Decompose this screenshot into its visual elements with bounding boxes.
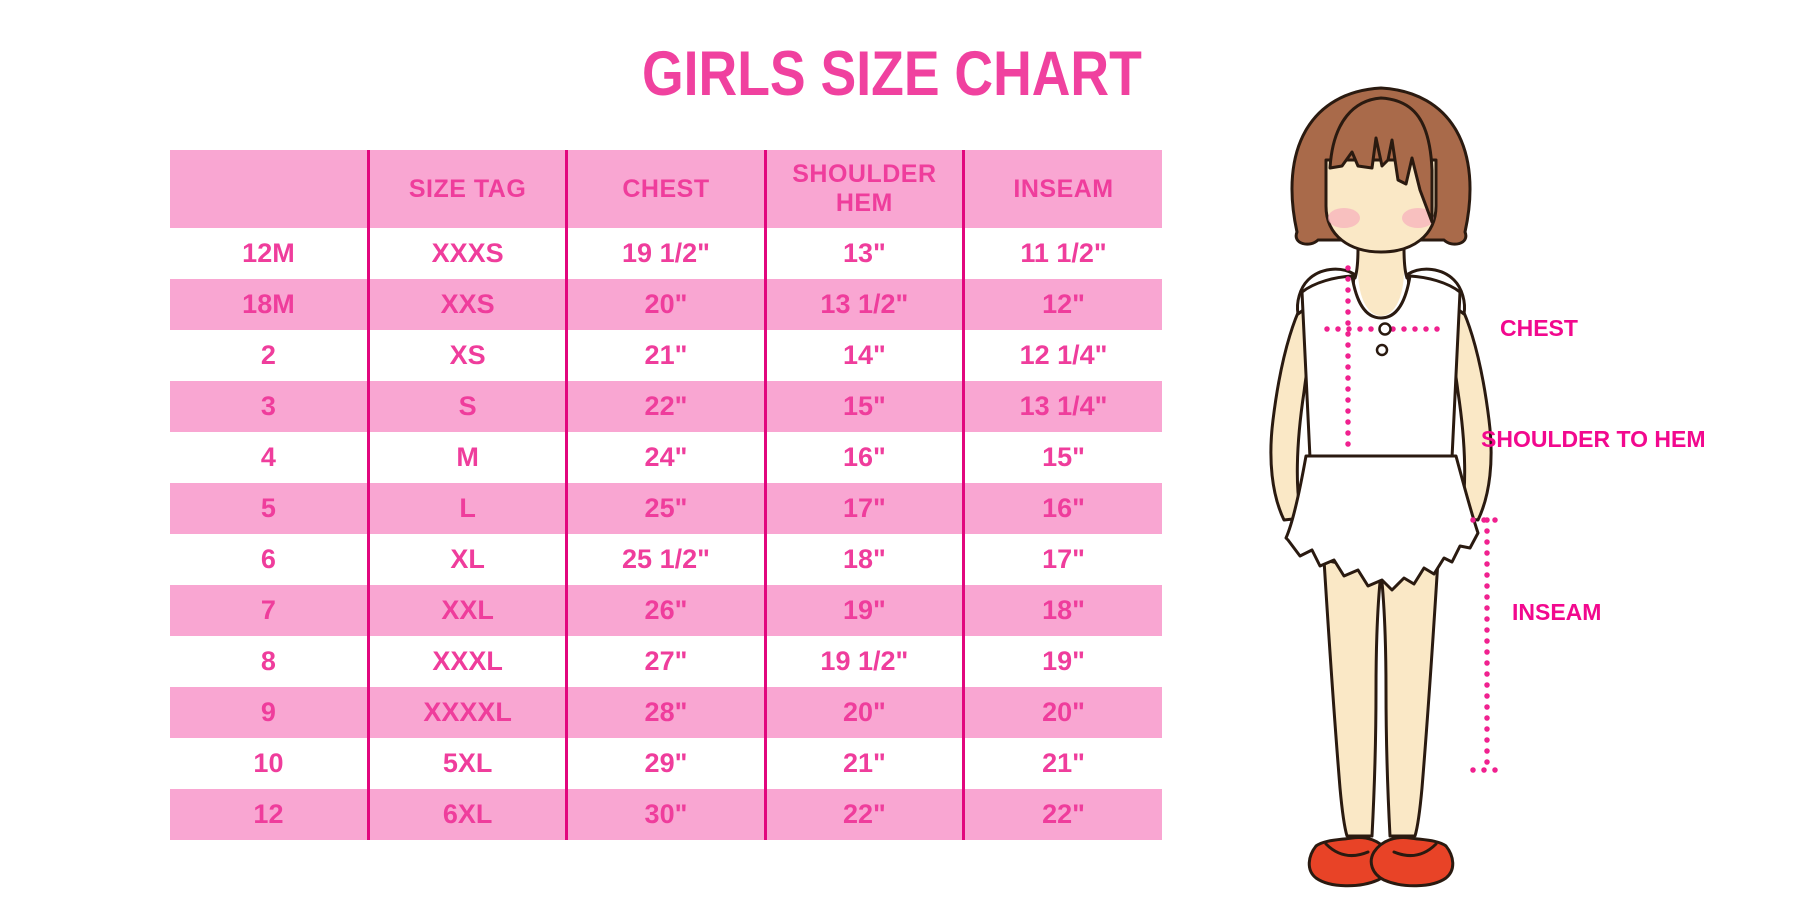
table-cell: 13 1/4" [962,381,1162,432]
column-header: INSEAM [962,150,1162,228]
table-cell: 16" [763,432,964,483]
girl-face [1324,158,1438,254]
table-cell: 26" [565,585,766,636]
table-cell: 17" [962,534,1162,585]
row-size-label: 4 [260,442,276,472]
girl-figure-illustration [1269,86,1503,888]
shoulder-to-hem-label: SHOULDER TO HEM [1481,426,1706,452]
table-cell: M [366,432,567,483]
table-cell: XS [366,330,567,381]
table-cell: 21" [962,738,1162,789]
table-cell: XXXXL [366,687,567,738]
corner-header [170,150,369,228]
chest-label: CHEST [1500,315,1578,341]
girl-blush-right [1402,208,1434,228]
table-row: 5 L 25" 17" 16" [170,483,1162,534]
table-cell: XXXS [366,228,567,279]
table-row: 6 XL 25 1/2" 18" 17" [170,534,1162,585]
table-cell: 25" [565,483,766,534]
table-cell: 6XL [366,789,567,840]
table-cell: 19 1/2" [763,636,964,687]
header-row: SIZE TAG CHEST SHOULDER HEM INSEAM [170,150,1162,228]
row-size-label: 7 [170,585,369,636]
table-cell: 24" [565,432,766,483]
row-size-label: 5 [170,483,369,534]
girl-neck [1353,238,1409,316]
table-row: 12 6XL 30" 22" 22" [170,789,1162,840]
table-cell: XL [366,534,567,585]
table-cell: L [366,483,567,534]
table-row: 7 XXL 26" 19" 18" [170,585,1162,636]
table-cell: 18" [763,534,964,585]
table-cell: 28" [565,687,766,738]
table-cell: 13 1/2" [763,279,964,330]
table-cell: 21" [565,330,766,381]
shirt-buttons [1375,322,1392,357]
table-cell: 22" [763,789,964,840]
table-cell: 20" [962,687,1162,738]
table-cell: 30" [565,789,766,840]
table-cell: 19 1/2" [565,228,766,279]
measurement-lines [1324,265,1503,773]
table-cell: 12" [962,279,1162,330]
table-body: 12M XXXS 19 1/2" 13" 11 1/2" 18M XXS 20" 13 1/2"… [170,228,1162,840]
table-cell: 22" [565,381,766,432]
girl-top [1300,274,1462,460]
girl-head [1290,86,1472,254]
table-cell: 22" [962,789,1162,840]
row-size-label: 3 [170,381,369,432]
table-cell: XXS [366,279,567,330]
column-header: SHOULDER HEM [763,150,964,228]
table-row: 10 5XL 29" 21" 21" [170,738,1162,789]
page-title: GIRLS SIZE CHART [642,39,1142,109]
table-cell: 5XL [366,738,567,789]
table-cell: 19" [962,636,1162,687]
table-cell: 15" [962,432,1162,483]
girl-shoes [1307,836,1455,888]
girl-skirt [1284,454,1480,592]
table-row: 9 XXXXL 28" 20" 20" [170,687,1162,738]
table-row: 4 M 24" 16" 15" [170,432,1162,483]
table-cell: 14" [763,330,964,381]
row-size-label: 12M [242,238,295,268]
table-cell: 27" [565,636,766,687]
column-header: SIZE TAG [366,150,567,228]
row-size-label: 2 [260,340,276,370]
row-size-label: 12 [170,789,369,840]
table-cell: 12 1/4" [962,330,1162,381]
table-row: 18M XXS 20" 13 1/2" 12" [170,279,1162,330]
table-row: 12M XXXS 19 1/2" 13" 11 1/2" [170,228,1162,279]
row-size-label: 8 [260,646,276,676]
table-cell: 25 1/2" [565,534,766,585]
row-size-label: 9 [170,687,369,738]
row-size-label: 18M [170,279,369,330]
table-cell: 15" [763,381,964,432]
row-size-label: 10 [253,748,284,778]
girl-blush-left [1328,208,1360,228]
table-cell: 17" [763,483,964,534]
table-row: 2 XS 21" 14" 12 1/4" [170,330,1162,381]
table-cell: 11 1/2" [962,228,1162,279]
girl-bangs [1328,96,1434,224]
table-cell: XXL [366,585,567,636]
table-cell: 18" [962,585,1162,636]
table-row: 3 S 22" 15" 13 1/4" [170,381,1162,432]
table-cell: 29" [565,738,766,789]
inseam-label: INSEAM [1512,599,1602,625]
table-cell: 16" [962,483,1162,534]
table-cell: S [366,381,567,432]
table-cell: 21" [763,738,964,789]
table-header: SIZE TAG CHEST SHOULDER HEM INSEAM [170,150,1162,228]
table-cell: 13" [763,228,964,279]
table-cell: 20" [763,687,964,738]
girl-legs [1322,558,1440,838]
table-cell: 20" [565,279,766,330]
row-size-label: 6 [260,544,276,574]
table-cell: 19" [763,585,964,636]
table-row: 8 XXXL 27" 19 1/2" 19" [170,636,1162,687]
column-header: CHEST [565,150,766,228]
size-table: SIZE TAG CHEST SHOULDER HEM INSEAM 12M XXXS 1… [170,150,1162,840]
table-cell: XXXL [366,636,567,687]
